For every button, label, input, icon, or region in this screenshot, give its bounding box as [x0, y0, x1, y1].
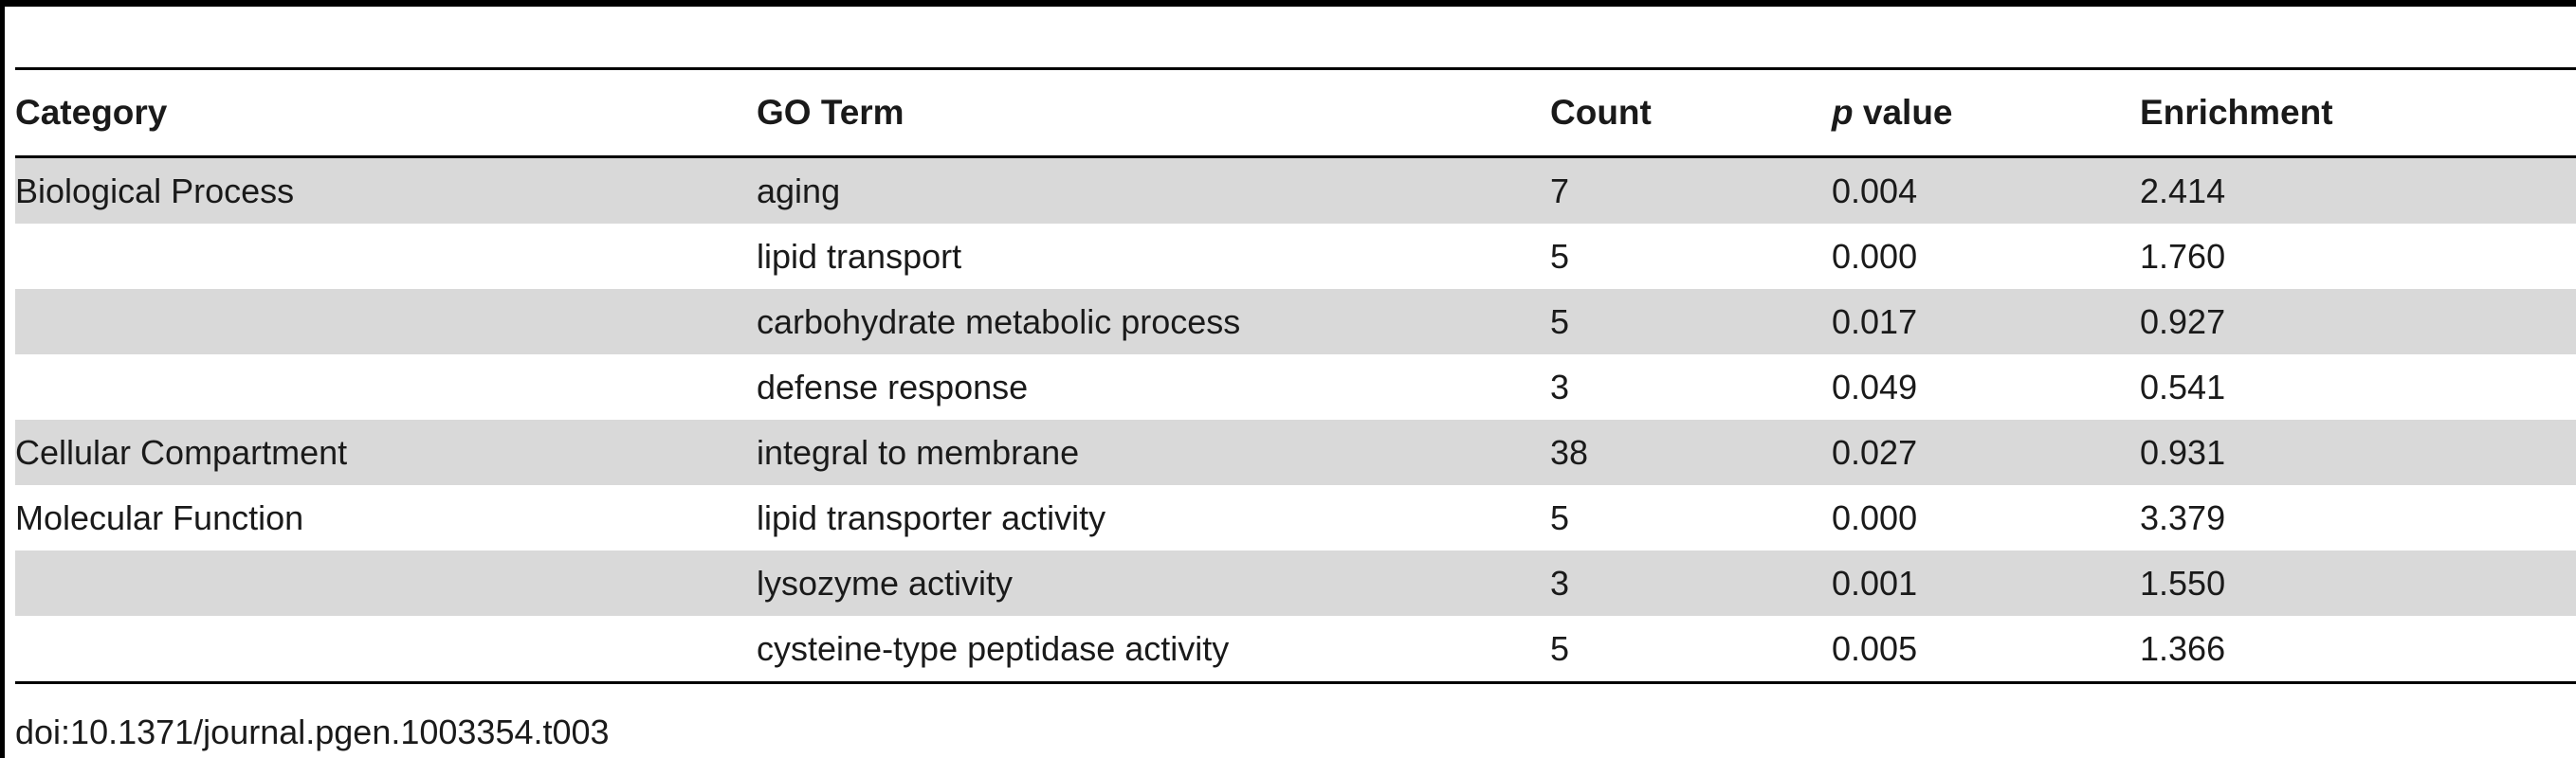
- table-row: Biological Process aging 7 0.004 2.414: [15, 158, 2576, 224]
- table-row: carbohydrate metabolic process 5 0.017 0.92…: [15, 289, 2576, 354]
- cell-go-term: cysteine-type peptidase activity: [757, 628, 1230, 668]
- cell-p-value: 0.017: [1832, 301, 1918, 341]
- cell-enrichment: 1.550: [2140, 563, 2226, 603]
- cell-p-value: 0.001: [1832, 563, 1918, 603]
- cell-go-term: lipid transport: [757, 236, 962, 276]
- cell-count: 38: [1550, 432, 1589, 472]
- cell-count: 3: [1550, 367, 1570, 406]
- header-p-suffix: value: [1853, 93, 1953, 132]
- cell-p-value: 0.049: [1832, 367, 1918, 406]
- header-category: Category: [15, 93, 168, 132]
- cell-go-term: lysozyme activity: [757, 563, 1014, 603]
- cell-category: Molecular Function: [15, 497, 304, 537]
- cell-count: 7: [1550, 171, 1570, 210]
- cell-p-value: 0.000: [1832, 497, 1918, 537]
- top-border-rule: [0, 0, 2576, 7]
- cell-count: 3: [1550, 563, 1570, 603]
- cell-count: 5: [1550, 497, 1570, 537]
- cell-enrichment: 1.760: [2140, 236, 2226, 276]
- header-count: Count: [1550, 93, 1652, 132]
- cell-category: Cellular Compartment: [15, 432, 348, 472]
- table-top-rule: [15, 67, 2576, 70]
- cell-category: Biological Process: [15, 171, 295, 210]
- header-p-symbol: p: [1832, 93, 1854, 132]
- cell-enrichment: 1.366: [2140, 628, 2226, 668]
- cell-p-value: 0.005: [1832, 628, 1918, 668]
- cell-go-term: lipid transporter activity: [757, 497, 1106, 537]
- left-border-rule: [0, 0, 5, 758]
- table-row: cysteine-type peptidase activity 5 0.005 1.…: [15, 616, 2576, 681]
- header-p-value: p value: [1832, 93, 2140, 133]
- cell-enrichment: 0.927: [2140, 301, 2226, 341]
- cell-go-term: defense response: [757, 367, 1029, 406]
- table-row: defense response 3 0.049 0.541: [15, 354, 2576, 420]
- cell-p-value: 0.004: [1832, 171, 1918, 210]
- go-enrichment-table: Category GO Term Count p value Enrichmen…: [15, 67, 2576, 684]
- cell-enrichment: 3.379: [2140, 497, 2226, 537]
- cell-count: 5: [1550, 628, 1570, 668]
- cell-go-term: aging: [757, 171, 841, 210]
- cell-enrichment: 2.414: [2140, 171, 2226, 210]
- table-doi-caption: doi:10.1371/journal.pgen.1003354.t003: [15, 713, 610, 751]
- header-go-term: GO Term: [757, 93, 904, 132]
- cell-p-value: 0.000: [1832, 236, 1918, 276]
- table-row: Cellular Compartment integral to membrane…: [15, 420, 2576, 485]
- cell-go-term: carbohydrate metabolic process: [757, 301, 1241, 341]
- table-row: Molecular Function lipid transporter acti…: [15, 485, 2576, 550]
- table-row: lipid transport 5 0.000 1.760: [15, 224, 2576, 289]
- cell-count: 5: [1550, 236, 1570, 276]
- table-header-row: Category GO Term Count p value Enrichmen…: [15, 70, 2576, 158]
- table-bottom-rule: [15, 681, 2576, 684]
- cell-enrichment: 0.931: [2140, 432, 2226, 472]
- cell-enrichment: 0.541: [2140, 367, 2226, 406]
- cell-p-value: 0.027: [1832, 432, 1918, 472]
- cell-count: 5: [1550, 301, 1570, 341]
- table-body: Biological Process aging 7 0.004 2.414 lipid …: [15, 158, 2576, 681]
- table-row: lysozyme activity 3 0.001 1.550: [15, 550, 2576, 616]
- header-enrichment: Enrichment: [2140, 93, 2333, 132]
- cell-go-term: integral to membrane: [757, 432, 1080, 472]
